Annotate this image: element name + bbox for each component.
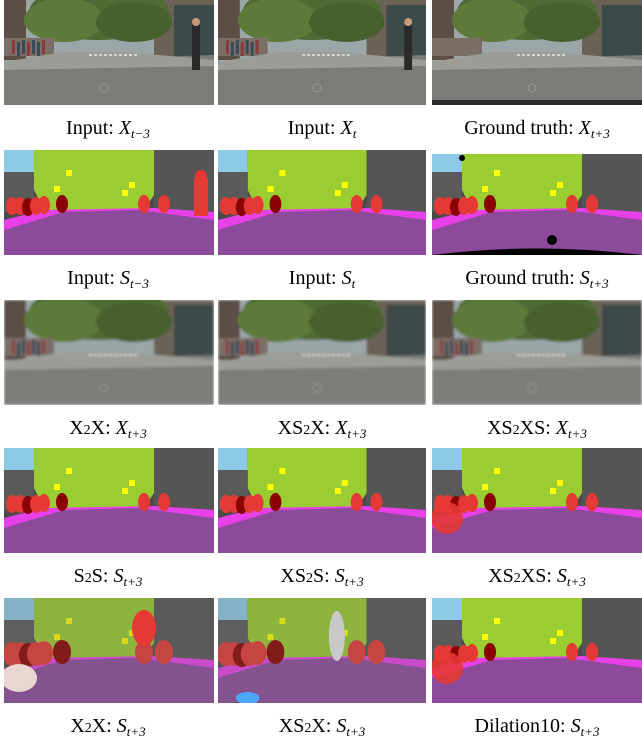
figure-panel-r3-c3	[432, 300, 642, 405]
seg-image	[4, 448, 214, 553]
figure-panel-r3-c2	[218, 300, 426, 405]
caption-symbol: S	[579, 267, 590, 289]
caption-subscript: t	[352, 126, 357, 141]
caption-symbol: S	[336, 715, 347, 737]
caption-subscript: t−3	[131, 126, 150, 141]
caption-r1-c2: Input: Xt	[287, 117, 357, 141]
caption-r1-c3: Ground truth: Xt+3	[464, 117, 610, 141]
caption-symbol: S	[334, 565, 345, 587]
caption-label: XS2XS	[487, 417, 546, 439]
caption-symbol: S	[341, 267, 352, 289]
caption-label: XS2X	[277, 417, 325, 439]
caption-subscript: t+3	[347, 426, 367, 441]
caption-label: S2S	[73, 565, 103, 587]
figure-panel-r5-c3	[432, 598, 642, 703]
rgb-image	[4, 0, 214, 105]
caption-label: Ground truth	[465, 267, 570, 289]
caption-subscript: t+3	[590, 126, 610, 141]
rgb-image	[218, 0, 426, 105]
caption-subscript: t+3	[127, 426, 147, 441]
caption-symbol: S	[556, 565, 567, 587]
caption-r2-c1: Input: St−3	[67, 267, 149, 291]
caption-subscript: t+3	[126, 724, 146, 739]
caption-symbol: X	[335, 417, 348, 439]
caption-subscript: t−3	[129, 276, 149, 291]
caption-r2-c3: Ground truth: St+3	[465, 267, 609, 291]
figure-panel-r4-c1	[4, 448, 214, 553]
seg-image	[218, 598, 426, 703]
caption-symbol: S	[116, 715, 127, 737]
caption-symbol: X	[115, 417, 128, 439]
caption-label: XS2S	[280, 565, 325, 587]
figure-panel-r2-c3	[432, 150, 642, 255]
caption-subscript: t	[351, 276, 356, 291]
caption-r1-c1: Input: Xt−3	[66, 117, 150, 141]
caption-symbol: S	[570, 715, 581, 737]
caption-r3-c2: XS2X: Xt+3	[277, 417, 367, 441]
figure-panel-r1-c1	[4, 0, 214, 105]
seg-image	[218, 150, 426, 255]
caption-label: Input	[287, 117, 330, 139]
seg-image	[432, 150, 642, 255]
caption-subscript: t+3	[566, 574, 586, 589]
caption-symbol: S	[113, 565, 124, 587]
caption-subscript: t+3	[346, 724, 366, 739]
caption-label: XS2XS	[488, 565, 547, 587]
figure-panel-r5-c1	[4, 598, 214, 703]
caption-subscript: t+3	[589, 276, 609, 291]
caption-r4-c2: XS2S: St+3	[280, 565, 364, 589]
caption-subscript: t+3	[123, 574, 143, 589]
caption-symbol: S	[119, 267, 130, 289]
figure-panel-r2-c2	[218, 150, 426, 255]
seg-image	[218, 448, 426, 553]
figure-panel-r1-c3	[432, 0, 642, 105]
figure-panel-r1-c2	[218, 0, 426, 105]
seg-image	[4, 598, 214, 703]
caption-label: Input	[288, 267, 332, 289]
caption-label: Input	[66, 117, 109, 139]
caption-r5-c2: XS2X: St+3	[278, 715, 366, 739]
figure-panel-r4-c3	[432, 448, 642, 553]
caption-r2-c2: Input: St	[288, 267, 356, 291]
caption-symbol: X	[118, 117, 132, 139]
caption-subscript: t+3	[568, 426, 587, 441]
caption-r4-c1: S2S: St+3	[73, 565, 143, 589]
rgb-image	[432, 0, 642, 105]
seg-image	[432, 598, 642, 703]
rgb-image	[4, 300, 214, 405]
caption-r5-c1: X2X: St+3	[70, 715, 146, 739]
caption-label: Dilation10	[474, 715, 561, 737]
caption-label: Ground truth	[464, 117, 569, 139]
caption-r3-c1: X2X: Xt+3	[69, 417, 147, 441]
caption-subscript: t+3	[580, 724, 600, 739]
caption-label: X2X	[70, 715, 107, 737]
figure-panel-r2-c1	[4, 150, 214, 255]
caption-subscript: t+3	[344, 574, 364, 589]
caption-symbol: X	[340, 117, 353, 139]
caption-label: X2X	[69, 417, 106, 439]
seg-image	[432, 448, 642, 553]
caption-label: XS2X	[278, 715, 326, 737]
caption-symbol: X	[578, 117, 591, 139]
rgb-image	[218, 300, 426, 405]
caption-r3-c3: XS2XS: Xt+3	[487, 417, 587, 441]
caption-symbol: X	[555, 417, 569, 439]
caption-r4-c3: XS2XS: St+3	[488, 565, 586, 589]
seg-image	[4, 150, 214, 255]
caption-label: Input	[67, 267, 110, 289]
caption-r5-c3: Dilation10: St+3	[474, 715, 600, 739]
figure-panel-r4-c2	[218, 448, 426, 553]
rgb-image	[432, 300, 642, 405]
figure-panel-r5-c2	[218, 598, 426, 703]
figure-panel-r3-c1	[4, 300, 214, 405]
